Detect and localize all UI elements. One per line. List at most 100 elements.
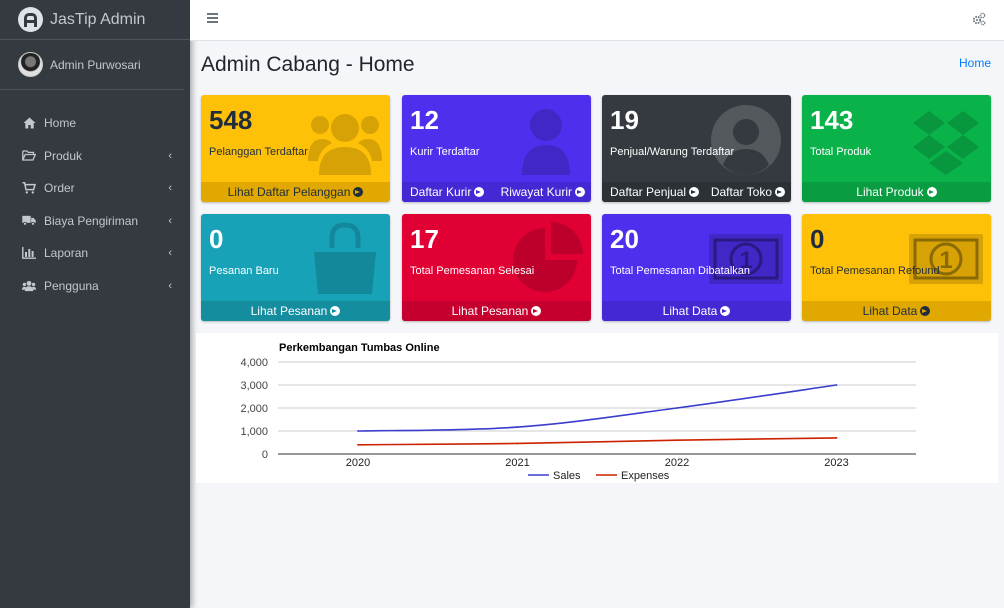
line-chart: Perkembangan Tumbas Online 4,000 3,000 2,00… <box>240 342 916 482</box>
card-footer-link-label: Daftar Toko <box>710 185 772 199</box>
stat-number: 20 <box>610 224 639 254</box>
menu-toggle-icon[interactable] <box>207 13 218 23</box>
pie-chart-icon <box>509 222 583 296</box>
sidebar-item-biaya-pengiriman[interactable]: Biaya Pengiriman ‹ <box>0 205 190 238</box>
card-footer-link-label: Lihat Pesanan <box>451 304 529 318</box>
card-footer: Lihat Produk <box>802 182 991 202</box>
stat-label: Pesanan Baru <box>209 265 279 277</box>
sidebar-item-label: Pengguna <box>44 278 99 293</box>
series-line-expenses <box>357 437 837 446</box>
arrow-circle-right-icon <box>720 306 731 316</box>
stat-label: Pelanggan Terdaftar <box>209 146 308 158</box>
chevron-left-icon: ‹ <box>168 279 172 292</box>
cart-icon <box>22 181 36 195</box>
sidebar-item-label: Home <box>44 116 77 131</box>
card-footer-link[interactable]: Lihat Pesanan <box>452 304 542 318</box>
card-footer-link-label: Lihat Pesanan <box>250 304 328 318</box>
stat-label: Total Pemesanan Dibatalkan <box>610 265 751 277</box>
card-footer-link[interactable]: Daftar Penjual <box>610 185 700 199</box>
stat-label: Total Produk <box>810 146 872 158</box>
stat-card: 19 Penjual/Warung Terdaftar Daftar Penjual… <box>602 95 791 202</box>
stat-number: 17 <box>410 224 439 254</box>
y-tick-label: 2,000 <box>240 403 268 415</box>
sidebar-item-laporan[interactable]: Laporan ‹ <box>0 237 190 270</box>
stat-card: 548 Pelanggan Terdaftar Lihat Daftar Pelan… <box>201 95 390 202</box>
card-footer-link-label: Lihat Produk <box>856 185 924 199</box>
user-circle-icon <box>709 103 783 177</box>
card-footer-link[interactable]: Daftar Kurir <box>410 185 485 199</box>
data-point <box>516 426 519 428</box>
stat-label: Penjual/Warung Terdaftar <box>610 146 735 158</box>
sidebar-item-label: Order <box>44 181 75 196</box>
arrow-circle-right-icon <box>353 187 364 197</box>
chevron-left-icon: ‹ <box>168 214 172 227</box>
chart-panel: Perkembangan Tumbas Online 4,000 3,000 2,00… <box>196 333 998 483</box>
card-footer-link-label: Lihat Data <box>862 304 918 318</box>
topbar <box>190 0 1004 41</box>
data-point <box>835 384 838 386</box>
stat-card: 0 Pesanan Baru Lihat Pesanan <box>201 214 390 321</box>
stat-number: 12 <box>410 105 439 135</box>
user-icon <box>509 103 583 177</box>
card-footer: Lihat Daftar Pelanggan <box>201 182 390 202</box>
brand-name: JasTip Admin <box>50 10 146 28</box>
stat-label: Kurir Terdaftar <box>410 146 480 158</box>
card-footer: Daftar Penjual Daftar Toko <box>602 182 791 202</box>
arrow-circle-right-icon <box>330 306 341 316</box>
users-icon <box>22 279 36 293</box>
card-footer-link[interactable]: Lihat Produk <box>856 185 937 199</box>
card-footer-link[interactable]: Lihat Data <box>863 304 931 318</box>
sidebar-item-produk[interactable]: Produk ‹ <box>0 140 190 173</box>
card-footer: Lihat Pesanan <box>402 301 591 321</box>
card-footer-link-label: Riwayat Kurir <box>500 185 572 199</box>
arrow-circle-right-icon <box>926 187 937 197</box>
bar-chart-icon <box>22 246 36 260</box>
legend-label: Expenses <box>621 470 670 482</box>
home-icon <box>22 116 36 130</box>
user-panel[interactable]: Admin Purwosari <box>0 40 184 90</box>
card-footer-link-label: Daftar Penjual <box>610 185 687 199</box>
legend-label: Sales <box>553 470 581 482</box>
stat-number: 0 <box>209 224 224 254</box>
sidebar: JasTip Admin Admin Purwosari Home Produk ‹… <box>0 0 190 608</box>
x-tick-label: 2021 <box>505 457 529 469</box>
gears-icon[interactable] <box>972 12 986 26</box>
shopping-bag-icon <box>308 222 382 296</box>
stat-number: 548 <box>209 105 253 135</box>
y-tick-label: 3,000 <box>240 380 268 392</box>
card-footer-link[interactable]: Lihat Pesanan <box>251 304 341 318</box>
sidebar-item-order[interactable]: Order ‹ <box>0 172 190 205</box>
sidebar-item-pengguna[interactable]: Pengguna ‹ <box>0 270 190 303</box>
users-icon <box>308 103 382 177</box>
arrow-circle-right-icon <box>575 187 585 197</box>
card-footer: Daftar Kurir Riwayat Kurir <box>402 182 591 202</box>
stat-card: 1 20 Total Pemesanan Dibatalkan Lihat Data <box>602 214 791 321</box>
arrow-circle-right-icon <box>531 306 542 316</box>
card-footer-link-label: Daftar Kurir <box>410 185 472 199</box>
stat-card: 1 0 Total Pemesanan Refound Lihat Data <box>802 214 991 321</box>
sidebar-nav: Home Produk ‹ Order ‹ Biaya Pengiriman ‹ Lapora… <box>0 107 190 302</box>
data-point <box>357 443 359 446</box>
brand-link[interactable]: JasTip Admin <box>0 0 190 40</box>
card-footer-link[interactable]: Lihat Daftar Pelanggan <box>228 185 364 199</box>
stat-label: Total Pemesanan Selesai <box>410 265 535 277</box>
card-footer-link[interactable]: Riwayat Kurir <box>501 185 585 199</box>
breadcrumb-home[interactable]: Home <box>958 56 991 70</box>
arrow-circle-right-icon <box>689 187 700 197</box>
stat-card: 12 Kurir Terdaftar Daftar Kurir Riwayat Kur… <box>402 95 591 202</box>
card-footer-link[interactable]: Daftar Toko <box>711 185 785 199</box>
x-tick-label: 2020 <box>346 457 370 469</box>
money-bill-icon: 1 <box>709 222 783 296</box>
card-footer-link-label: Lihat Daftar Pelanggan <box>227 185 351 199</box>
chevron-left-icon: ‹ <box>168 247 172 260</box>
data-point <box>835 437 838 439</box>
y-tick-label: 0 <box>262 449 268 461</box>
card-footer: Lihat Pesanan <box>201 301 390 321</box>
card-footer-link[interactable]: Lihat Data <box>663 304 731 318</box>
sidebar-item-home[interactable]: Home <box>0 107 190 140</box>
card-footer: Lihat Data <box>602 301 791 321</box>
stat-number: 19 <box>610 105 639 135</box>
arrow-circle-right-icon <box>775 187 785 197</box>
card-footer-link-label: Lihat Data <box>662 304 718 318</box>
arrow-circle-right-icon <box>920 306 931 316</box>
